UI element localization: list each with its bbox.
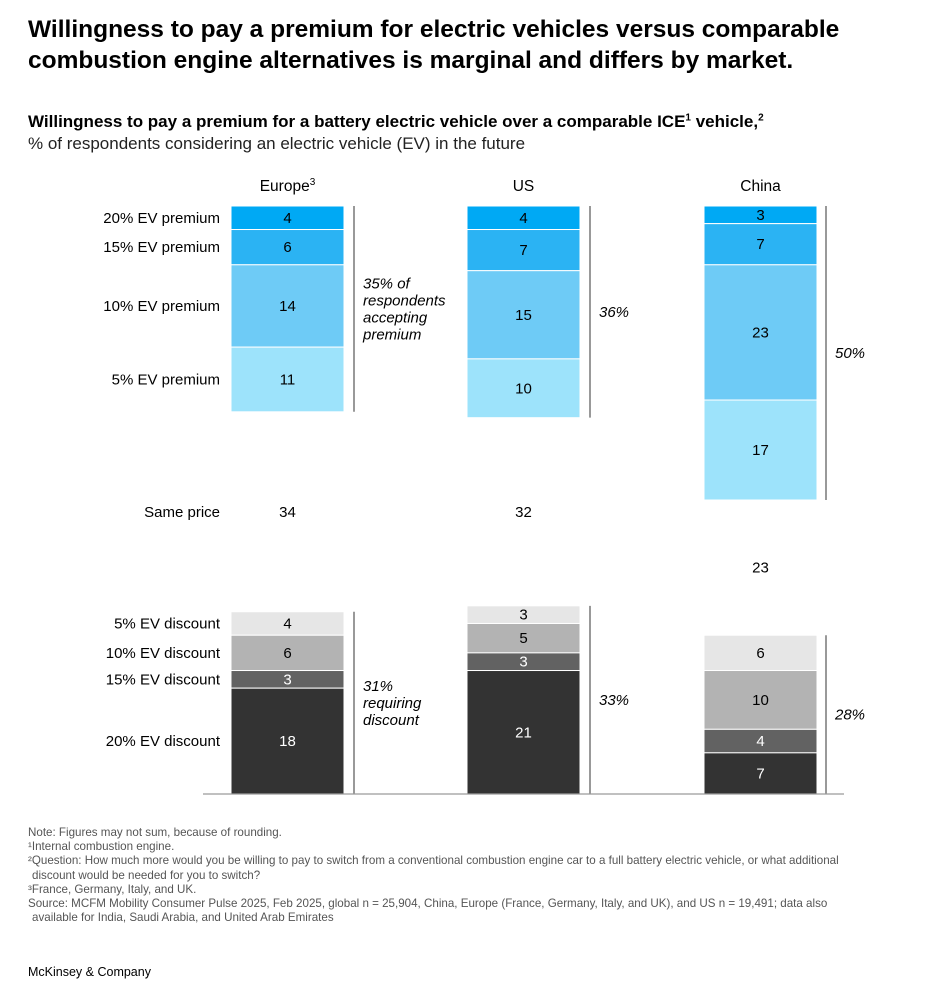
- premium-share-label-china-line-0: 50%: [835, 345, 865, 362]
- discount-share-label-europe-line-1: requiring: [363, 695, 422, 712]
- data-label-europe-20-ev-premium: 4: [283, 210, 291, 227]
- data-label-europe-15-ev-discount: 3: [283, 671, 291, 688]
- bar-segment-europe-same-price: [231, 411, 344, 612]
- premium-share-label-europe-line-2: accepting: [363, 309, 428, 326]
- category-label-15-ev-premium: 15% EV premium: [103, 239, 220, 256]
- data-label-us-20-ev-premium: 4: [519, 210, 527, 227]
- category-label-20-ev-premium: 20% EV premium: [103, 210, 220, 227]
- data-label-china-5-ev-discount: 6: [756, 645, 764, 662]
- note-footnote-2-cont: discount would be needed for you to swit…: [32, 868, 261, 882]
- bar-segment-china-20-ev-discount: [703, 752, 818, 795]
- data-label-europe-same-price: 34: [279, 504, 296, 521]
- category-label-10-ev-discount: 10% EV discount: [106, 645, 221, 662]
- note-footnote-1: ¹Internal combustion engine.: [28, 840, 175, 854]
- subtitle-main: Willingness to pay a premium for a batte…: [28, 112, 686, 131]
- category-label-15-ev-discount: 15% EV discount: [106, 671, 221, 688]
- data-label-us-15-ev-premium: 7: [519, 242, 527, 259]
- bar-segment-europe-10-ev-premium: [230, 264, 345, 348]
- data-label-us-15-ev-discount: 3: [519, 654, 527, 671]
- note-footnote-3: ³France, Germany, Italy, and UK.: [28, 882, 197, 896]
- data-label-us-same-price: 32: [515, 504, 532, 521]
- note-footnote-2: ²Question: How much more would you be wi…: [28, 854, 839, 868]
- bar-segment-us-same-price: [467, 417, 580, 606]
- note-source: Source: MCFM Mobility Consumer Pulse 202…: [28, 897, 828, 911]
- column-title-text: Europe: [260, 178, 310, 195]
- bar-segment-europe-15-ev-premium: [230, 229, 345, 266]
- bar-segment-china-5-ev-premium: [703, 399, 818, 501]
- column-title-us: US: [513, 178, 535, 195]
- bar-segment-china-same-price: [704, 500, 817, 636]
- data-label-europe-10-ev-premium: 14: [279, 298, 296, 315]
- bar-segment-us-10-ev-premium: [466, 270, 581, 360]
- data-label-us-5-ev-premium: 10: [515, 380, 532, 397]
- note-source-cont: available for India, Saudi Arabia, and U…: [32, 911, 334, 925]
- data-label-us-10-ev-discount: 5: [519, 630, 527, 647]
- premium-share-label-europe-line-3: premium: [362, 326, 421, 343]
- category-label-10-ev-premium: 10% EV premium: [103, 298, 220, 315]
- category-label-same-price: Same price: [144, 504, 220, 521]
- premium-share-label-us-line-0: 36%: [599, 304, 629, 321]
- headline: Willingness to pay a premium for electri…: [28, 16, 840, 74]
- data-label-us-20-ev-discount: 21: [515, 724, 532, 741]
- subtitle-footnote-2: 2: [758, 112, 764, 124]
- bar-segment-europe-5-ev-premium: [230, 346, 345, 413]
- data-label-china-20-ev-discount: 7: [756, 765, 764, 782]
- data-label-europe-20-ev-discount: 18: [279, 733, 296, 750]
- data-label-europe-5-ev-discount: 4: [283, 615, 291, 632]
- data-label-china-5-ev-premium: 17: [752, 442, 769, 459]
- bar-segment-china-10-ev-premium: [703, 264, 818, 401]
- bar-segment-china-5-ev-discount: [703, 634, 818, 672]
- column-title-china: China: [740, 178, 781, 195]
- subtitle-middle: vehicle,: [690, 112, 759, 131]
- premium-share-label-europe-line-1: respondents: [363, 292, 446, 309]
- chart-unit-description: % of respondents considering an electric…: [28, 134, 526, 153]
- data-label-us-5-ev-discount: 3: [519, 607, 527, 624]
- discount-share-label-europe-line-2: discount: [363, 712, 420, 729]
- data-label-china-10-ev-discount: 10: [752, 692, 769, 709]
- data-label-china-same-price: 23: [752, 560, 769, 577]
- column-title-text: US: [513, 178, 535, 195]
- category-label-5-ev-discount: 5% EV discount: [114, 615, 221, 632]
- data-label-china-15-ev-discount: 4: [756, 733, 764, 750]
- data-label-europe-10-ev-discount: 6: [283, 645, 291, 662]
- chart-subtitle: Willingness to pay a premium for a batte…: [28, 111, 764, 133]
- column-title-text: China: [740, 178, 781, 195]
- discount-share-label-china-line-0: 28%: [834, 707, 865, 724]
- bar-segment-europe-20-ev-discount: [230, 687, 345, 795]
- category-label-20-ev-discount: 20% EV discount: [106, 733, 221, 750]
- category-label-5-ev-premium: 5% EV premium: [112, 371, 220, 388]
- column-title-europe: Europe3: [260, 177, 316, 195]
- data-label-europe-5-ev-premium: 11: [280, 371, 296, 388]
- bar-segment-us-15-ev-premium: [466, 229, 581, 272]
- column-title-footnote: 3: [310, 177, 316, 188]
- data-label-europe-15-ev-premium: 6: [283, 239, 291, 256]
- discount-share-label-us-line-0: 33%: [599, 692, 629, 709]
- data-label-us-10-ev-premium: 15: [515, 307, 532, 324]
- premium-share-label-europe-line-0: 35% of: [363, 275, 412, 292]
- bar-segment-china-15-ev-premium: [703, 223, 818, 266]
- data-label-china-10-ev-premium: 23: [752, 324, 769, 341]
- brand-logo-text: McKinsey & Company: [28, 965, 151, 979]
- bar-segment-us-10-ev-discount: [466, 622, 581, 654]
- data-label-china-15-ev-premium: 7: [756, 236, 764, 253]
- bar-segment-us-5-ev-premium: [466, 358, 581, 419]
- note-rounding: Note: Figures may not sum, because of ro…: [28, 826, 282, 839]
- discount-share-label-europe-line-0: 31%: [363, 678, 393, 695]
- bar-segment-china-10-ev-discount: [703, 670, 818, 730]
- subtitle-footnote-1: 1: [685, 112, 691, 124]
- data-label-china-20-ev-premium: 3: [756, 207, 764, 224]
- bar-segment-us-20-ev-discount: [466, 670, 581, 795]
- footnotes: Note: Figures may not sum, because of ro…: [28, 826, 918, 925]
